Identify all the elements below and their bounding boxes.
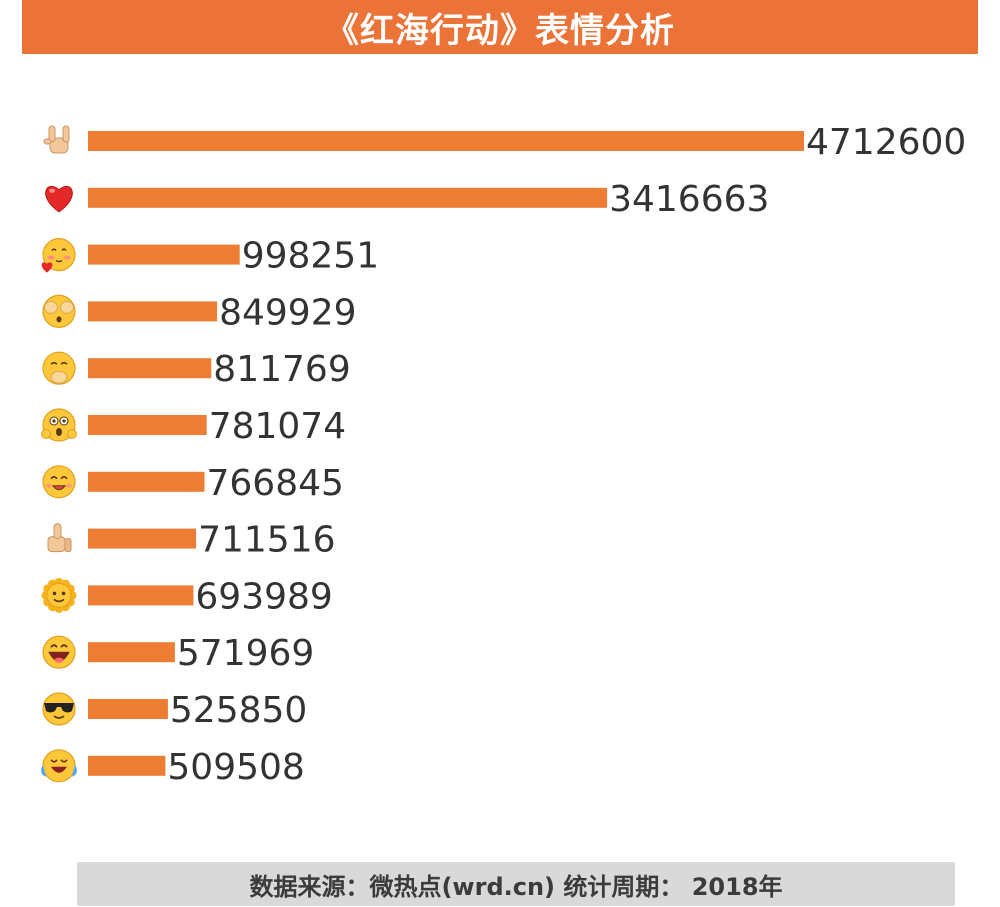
data-label: 766845	[207, 463, 344, 504]
title-bar: 《红海行动》表情分析	[22, 0, 978, 54]
love-face-emoji	[41, 238, 76, 273]
shy-face-emoji	[42, 294, 76, 328]
data-label: 4712600	[806, 122, 966, 163]
crying-laughing-emoji	[41, 749, 77, 783]
data-label: 998251	[242, 236, 379, 277]
data-label: 811769	[213, 349, 350, 390]
data-label: 3416663	[609, 179, 769, 220]
thumbs-up-emoji	[47, 523, 72, 553]
source-note: 数据来源：微热点(wrd.cn) 统计周期： 2018年	[249, 872, 783, 901]
bar	[88, 585, 194, 606]
laughing-face-emoji	[42, 635, 76, 669]
data-label: 849929	[219, 292, 356, 333]
bar-chart: 4712600 3416663 998251 849929 811769 781074 76…	[41, 122, 966, 788]
bar	[88, 755, 166, 776]
bar	[88, 358, 212, 379]
data-label: 711516	[198, 520, 335, 561]
bar	[88, 187, 608, 208]
red-heart-emoji	[45, 185, 73, 213]
bar	[88, 244, 240, 265]
sunglasses-face-emoji	[42, 692, 76, 726]
rock-on-hand-emoji	[43, 125, 70, 154]
bar	[88, 471, 205, 492]
bar	[88, 699, 168, 719]
data-label: 525850	[170, 690, 307, 731]
happy-face-emoji	[42, 465, 76, 499]
data-label: 781074	[209, 406, 346, 447]
bar	[88, 642, 175, 663]
bar	[88, 301, 218, 322]
data-label: 693989	[195, 576, 332, 617]
bar	[88, 528, 197, 549]
data-label: 571969	[177, 633, 314, 674]
data-label: 509508	[167, 747, 304, 788]
giggle-face-emoji	[42, 351, 76, 385]
shocked-face-emoji	[41, 408, 77, 442]
footer-bar: 数据来源：微热点(wrd.cn) 统计周期： 2018年	[77, 862, 955, 906]
bar	[88, 415, 207, 435]
bar	[88, 131, 804, 151]
chart-title: 《红海行动》表情分析	[325, 10, 675, 51]
sun-face-emoji	[41, 577, 77, 613]
